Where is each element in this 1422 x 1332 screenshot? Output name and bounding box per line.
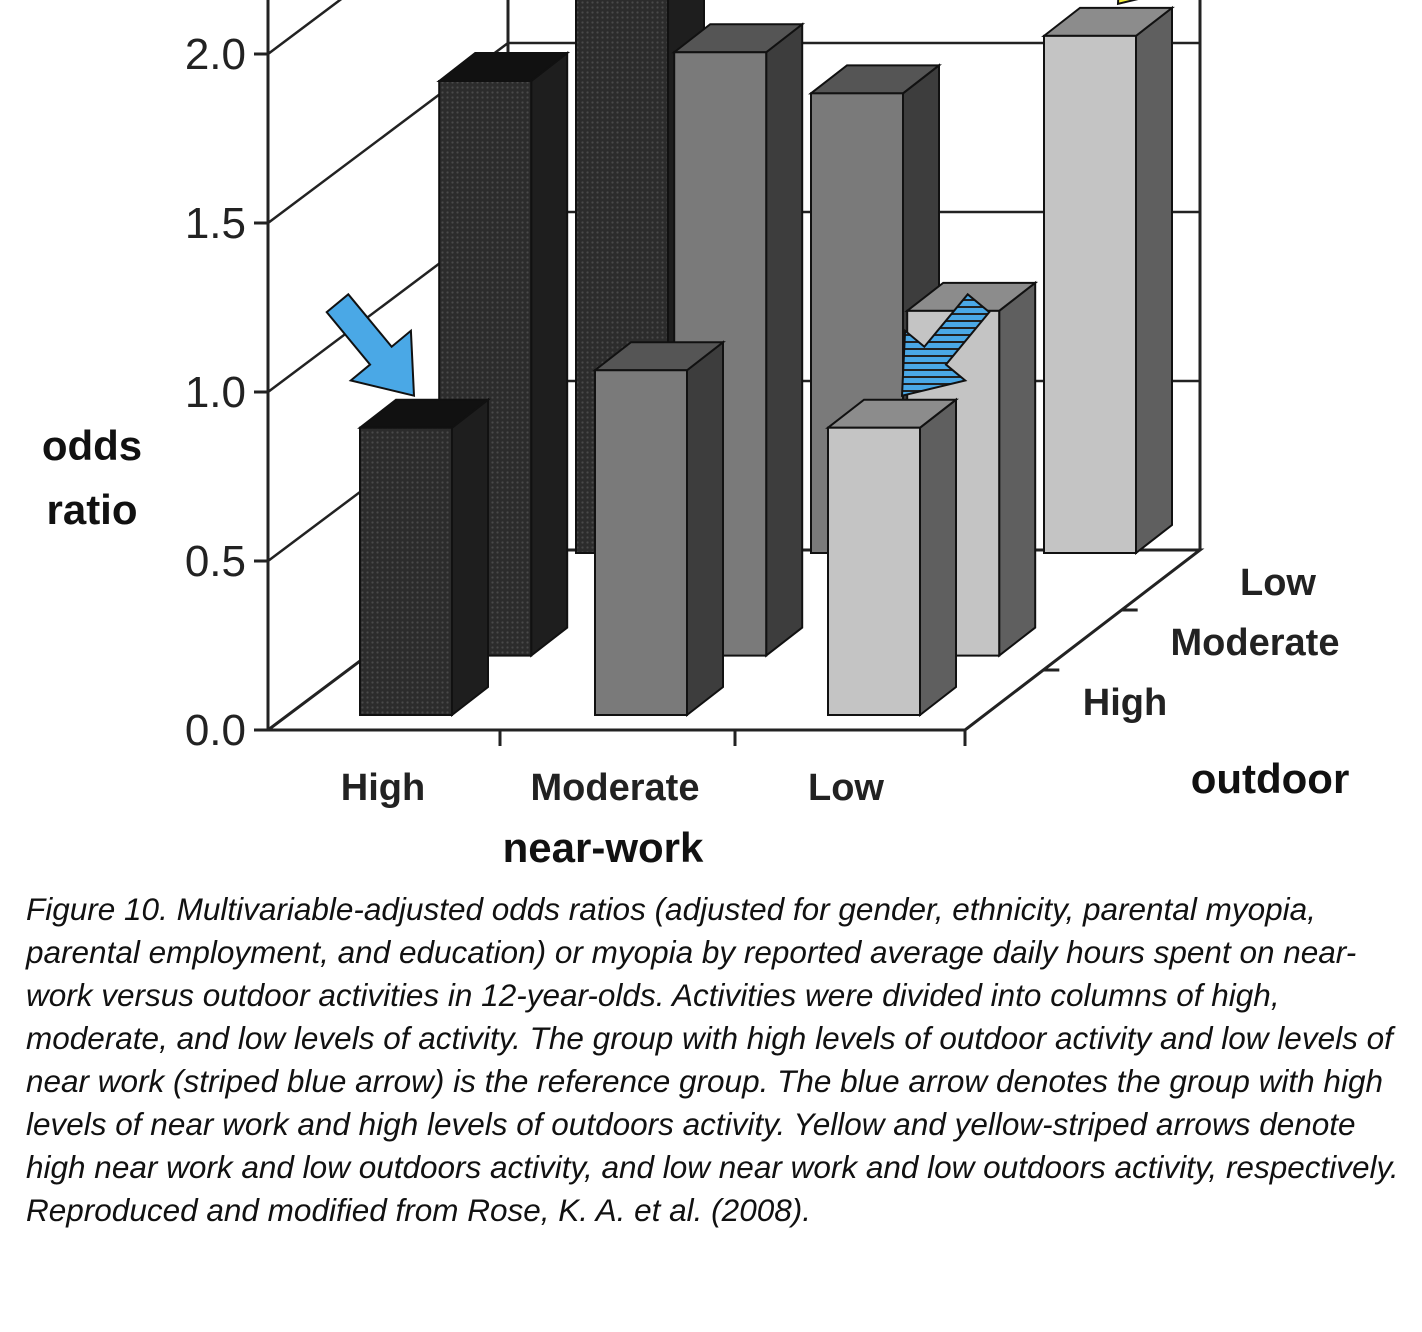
bar-front xyxy=(827,426,921,716)
gridline-side xyxy=(267,0,343,55)
near-work-category-label: Low xyxy=(808,767,884,809)
near-work-category-label: High xyxy=(341,767,425,809)
bar-chart-3d: 0.00.51.01.52.02.53.0 HighModerateLowLow… xyxy=(42,0,1349,871)
chart-figure: 0.00.51.01.52.02.53.0 HighModerateLowLow… xyxy=(42,0,1349,871)
bar-front xyxy=(359,426,453,716)
bars xyxy=(357,0,1175,718)
bar-side xyxy=(998,280,1037,658)
blue-arrow xyxy=(325,292,416,397)
y-axis-title: ratio xyxy=(46,486,137,533)
outdoor-category-label: Low xyxy=(1240,562,1316,604)
y-axis: 0.00.51.01.52.02.53.0 xyxy=(185,0,967,755)
bar-front xyxy=(594,369,688,716)
y-tick-label: 2.0 xyxy=(185,30,246,79)
striped-yellow-arrow xyxy=(1116,0,1139,6)
outdoor-category-label: High xyxy=(1083,682,1167,724)
bar-side xyxy=(765,22,804,658)
striped-blue-arrow xyxy=(900,292,991,397)
outdoor-axis-title: outdoor xyxy=(1191,755,1350,802)
outdoor-category-label: Moderate xyxy=(1171,622,1340,664)
bar-side xyxy=(1135,5,1173,556)
bar-side xyxy=(530,50,569,658)
near-work-category-label: Moderate xyxy=(531,767,700,809)
bar-side xyxy=(686,340,724,718)
y-tick-label: 0.0 xyxy=(185,706,246,755)
y-tick-label: 1.5 xyxy=(185,199,246,248)
y-tick-label: 1.0 xyxy=(185,368,246,417)
axis-labels: High Moderate LowLowModerateHighoddsration… xyxy=(42,422,1349,871)
arrows xyxy=(325,0,1139,397)
y-tick-label: 0.5 xyxy=(185,537,246,586)
figure-caption: Figure 10. Multivariable-adjusted odds r… xyxy=(26,891,1399,1228)
bar-front xyxy=(1043,34,1137,555)
bar-side xyxy=(451,397,489,718)
y-axis-title: odds xyxy=(42,422,142,469)
x-axis-title: near-work xyxy=(503,824,704,871)
bar-side xyxy=(919,397,957,718)
